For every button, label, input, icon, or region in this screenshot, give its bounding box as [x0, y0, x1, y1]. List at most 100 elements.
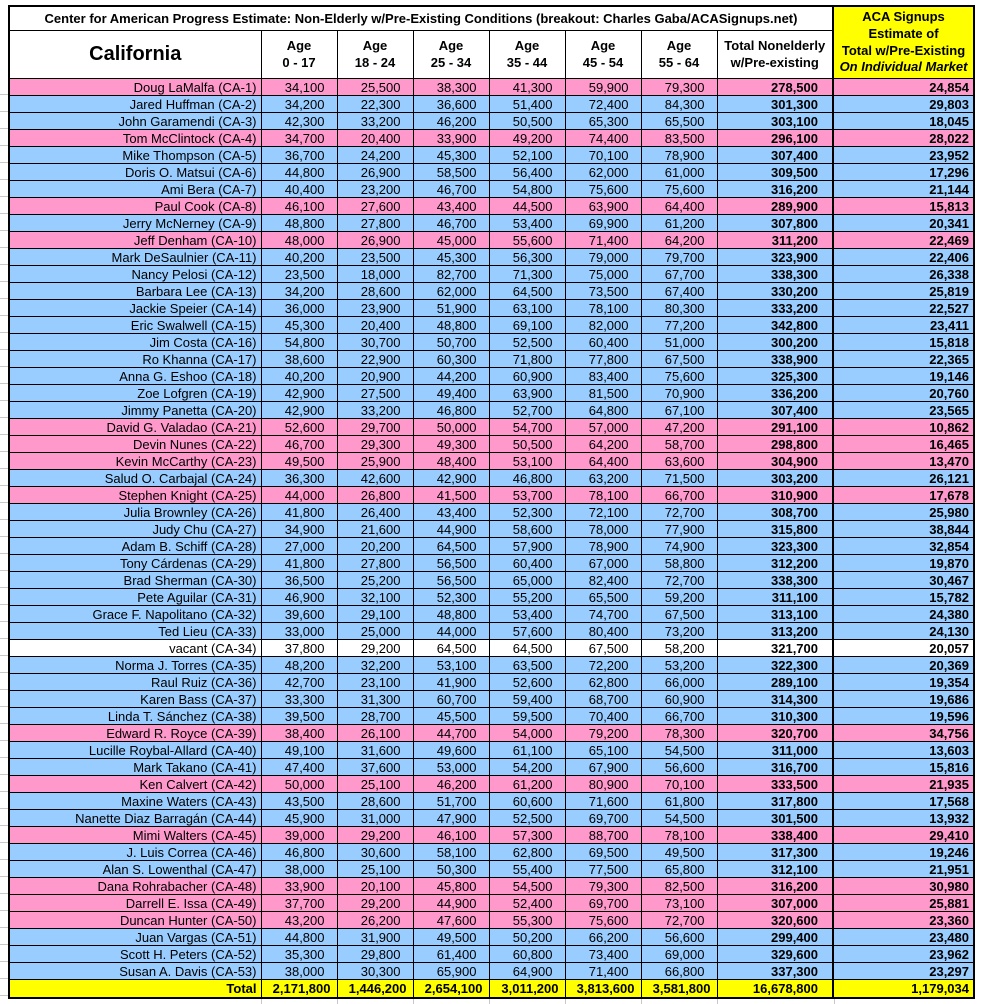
age-value-cell: 40,400: [260, 180, 338, 198]
preexisting-conditions-table: Center for American Progress Estimate: N…: [8, 5, 975, 999]
age-value-cell: 55,200: [488, 588, 566, 606]
table-row: Nancy Pelosi (CA-12) 23,500 18,000 82,700 71…: [8, 265, 975, 283]
age-value-cell: 52,400: [488, 894, 566, 912]
aca-estimate-cell: 22,406: [832, 248, 975, 266]
district-name-cell: Jerry McNerney (CA-9): [8, 214, 262, 232]
age-value-cell: 51,700: [412, 792, 490, 810]
age-value-cell: 45,300: [412, 248, 490, 266]
aca-estimate-cell: 38,844: [832, 520, 975, 538]
district-name-cell: Tony Cárdenas (CA-29): [8, 554, 262, 572]
age-value-cell: 66,700: [640, 707, 718, 725]
age-25-34-header: Age 25 - 34: [412, 30, 490, 79]
district-name-cell: Jeff Denham (CA-10): [8, 231, 262, 249]
total-nonelderly-cell: 322,300: [716, 656, 834, 674]
district-name-cell: Jim Costa (CA-16): [8, 333, 262, 351]
age-value-cell: 20,400: [336, 316, 414, 334]
aca-estimate-cell: 19,246: [832, 843, 975, 861]
age-value-cell: 64,400: [564, 452, 642, 470]
age-value-cell: 61,200: [488, 775, 566, 793]
age-value-cell: 79,200: [564, 724, 642, 742]
age-value-cell: 80,300: [640, 299, 718, 317]
district-name-cell: Raul Ruiz (CA-36): [8, 673, 262, 691]
age-value-cell: 36,300: [260, 469, 338, 487]
age-value-cell: 53,000: [412, 758, 490, 776]
table-row: Pete Aguilar (CA-31) 46,900 32,100 52,300 55…: [8, 588, 975, 606]
age-value-cell: 70,400: [564, 707, 642, 725]
total-nonelderly-cell: 313,200: [716, 622, 834, 640]
age-value-cell: 25,100: [336, 775, 414, 793]
aca-estimate-cell: 15,813: [832, 197, 975, 215]
age-value-cell: 50,500: [488, 112, 566, 130]
district-name-cell: Ro Khanna (CA-17): [8, 350, 262, 368]
age-value-cell: 65,100: [564, 741, 642, 759]
age-value-cell: 54,200: [488, 758, 566, 776]
age-value-cell: 54,500: [488, 877, 566, 895]
age-value-cell: 29,200: [336, 639, 414, 657]
age-value-cell: 63,600: [640, 452, 718, 470]
age-value-cell: 56,500: [412, 554, 490, 572]
aca-estimate-cell: 25,819: [832, 282, 975, 300]
age-value-cell: 23,200: [336, 180, 414, 198]
aca-estimate-cell: 22,527: [832, 299, 975, 317]
aca-estimate-cell: 19,870: [832, 554, 975, 572]
aca-estimate-cell: 20,369: [832, 656, 975, 674]
age-value-cell: 67,500: [640, 350, 718, 368]
district-name-cell: Doris O. Matsui (CA-6): [8, 163, 262, 181]
district-name-cell: Jared Huffman (CA-2): [8, 95, 262, 113]
age-value-cell: 18,000: [336, 265, 414, 283]
age-value-cell: 73,400: [564, 945, 642, 963]
age-value-cell: 37,600: [336, 758, 414, 776]
age-value-cell: 52,300: [488, 503, 566, 521]
age-value-cell: 48,400: [412, 452, 490, 470]
age-value-cell: 20,100: [336, 877, 414, 895]
age-value-cell: 46,800: [260, 843, 338, 861]
aca-estimate-cell: 24,130: [832, 622, 975, 640]
age-label: Age: [286, 38, 312, 54]
age-value-cell: 59,400: [488, 690, 566, 708]
district-name-cell: Anna G. Eshoo (CA-18): [8, 367, 262, 385]
age-value-cell: 53,200: [640, 656, 718, 674]
table-row: Jerry McNerney (CA-9) 48,800 27,800 46,700 5…: [8, 214, 975, 232]
total-nonelderly-cell: 325,300: [716, 367, 834, 385]
age-value-cell: 55,300: [488, 911, 566, 929]
age-value-cell: 43,400: [412, 197, 490, 215]
table-row: Tom McClintock (CA-4) 34,700 20,400 33,900 4…: [8, 129, 975, 147]
age-value-cell: 59,900: [564, 78, 642, 96]
age-value-cell: 73,200: [640, 622, 718, 640]
age-value-cell: 60,800: [488, 945, 566, 963]
age-value-cell: 60,700: [412, 690, 490, 708]
age-value-cell: 62,000: [564, 163, 642, 181]
age-value-cell: 69,700: [564, 809, 642, 827]
age-value-cell: 45,000: [412, 231, 490, 249]
column-header-row: California Age 0 - 17 Age 18 - 24 Age 25…: [8, 30, 974, 79]
grand-total-cell: 16,678,800: [716, 979, 834, 998]
age-value-cell: 65,000: [488, 571, 566, 589]
total-nonelderly-cell: 309,500: [716, 163, 834, 181]
aca-estimate-cell: 30,980: [832, 877, 975, 895]
age-45-54-header: Age 45 - 54: [564, 30, 642, 79]
age-value-cell: 75,000: [564, 265, 642, 283]
age-value-cell: 46,100: [260, 197, 338, 215]
aca-header-line-2: Estimate of: [868, 25, 939, 41]
table-row: J. Luis Correa (CA-46) 46,800 30,600 58,100…: [8, 843, 975, 861]
table-row: Ro Khanna (CA-17) 38,600 22,900 60,300 71,80…: [8, 350, 975, 368]
age-value-cell: 66,800: [640, 962, 718, 980]
age-value-cell: 75,600: [640, 367, 718, 385]
aca-estimate-cell: 13,603: [832, 741, 975, 759]
total-nonelderly-cell: 299,400: [716, 928, 834, 946]
age-value-cell: 58,700: [640, 435, 718, 453]
age-value-cell: 71,600: [564, 792, 642, 810]
age-0-17-header: Age 0 - 17: [260, 30, 338, 79]
aca-estimate-cell: 26,338: [832, 265, 975, 283]
age-value-cell: 26,200: [336, 911, 414, 929]
age-value-cell: 54,000: [488, 724, 566, 742]
table-row: Judy Chu (CA-27) 34,900 21,600 44,900 58,600…: [8, 520, 975, 538]
age-value-cell: 38,600: [260, 350, 338, 368]
aca-estimate-cell: 25,980: [832, 503, 975, 521]
aca-estimate-cell: 20,057: [832, 639, 975, 657]
table-body: Doug LaMalfa (CA-1) 34,100 25,500 38,300 41,…: [8, 78, 975, 998]
age-value-cell: 25,100: [336, 860, 414, 878]
total-nonelderly-cell: 330,200: [716, 282, 834, 300]
total-nonelderly-cell: 315,800: [716, 520, 834, 538]
age-value-cell: 50,300: [412, 860, 490, 878]
